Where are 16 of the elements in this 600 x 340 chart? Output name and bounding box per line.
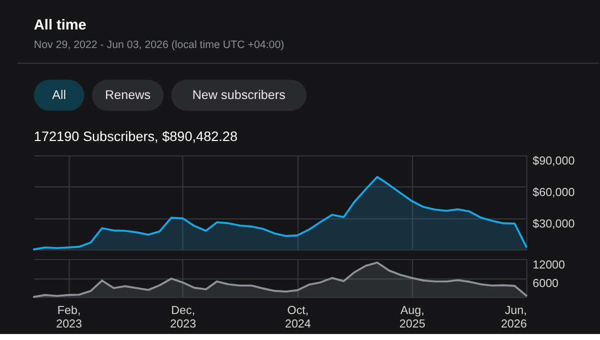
y-tick-label: 6000 [532, 277, 560, 290]
text: Renews [105, 88, 151, 102]
y-tick-label: $60,000 [532, 186, 576, 199]
x-tick-label: Dec, 2023 [170, 304, 196, 330]
text: New subscribers [192, 88, 286, 102]
text: 172190 Subscribers, $890,482.28 [34, 128, 238, 144]
chart-title: All time [34, 17, 86, 34]
y-tick-label: 12000 [532, 258, 566, 272]
y-tick-label: $30,000 [532, 217, 576, 230]
x-tick-label: Feb, 2023 [56, 304, 82, 330]
x-tick-label: Aug, 2025 [399, 304, 426, 330]
chart-subtitle: Nov 29, 2022 - Jun 03, 2026 (local time UTC +04:00) [34, 38, 284, 51]
x-tick-label: Oct, 2024 [284, 304, 312, 330]
y-tick-label: $90,000 [532, 154, 576, 168]
x-tick-label: Jun, 2026 [500, 304, 527, 330]
text: All [52, 88, 66, 102]
